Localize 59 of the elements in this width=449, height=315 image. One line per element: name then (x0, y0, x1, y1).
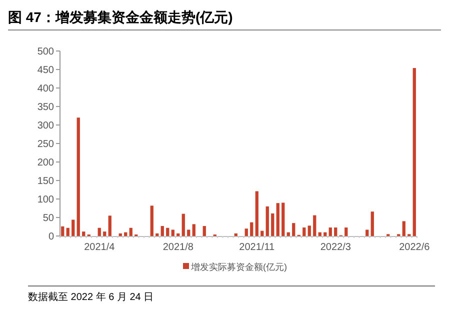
text: 数据截至 2022 年 6 月 24 日 (28, 291, 154, 303)
bar (244, 228, 248, 236)
bar (160, 226, 164, 236)
bar (260, 230, 264, 236)
bar (66, 228, 70, 236)
bar (313, 215, 316, 236)
bar (292, 223, 296, 236)
bar (202, 226, 206, 236)
x-tick-label: 2021/4 (84, 242, 116, 253)
bar (182, 214, 185, 236)
y-tick-label: 350 (37, 102, 54, 113)
y-tick-label: 500 (37, 46, 54, 58)
bar (171, 230, 174, 236)
y-tick-label: 150 (37, 176, 54, 187)
bar (118, 233, 122, 236)
y-tick-label: 400 (37, 84, 54, 94)
x-tick-label: 2022/3 (320, 242, 352, 253)
x-tick-label: 2022/6 (399, 242, 430, 253)
bar (234, 233, 238, 236)
y-tick-label: 250 (37, 139, 54, 150)
bar (176, 233, 180, 236)
bar (334, 227, 338, 236)
bar (82, 232, 86, 236)
bar (103, 232, 106, 236)
bar (328, 227, 332, 236)
y-tick-label: 0 (48, 232, 54, 242)
bar (98, 228, 101, 236)
y-tick-label: 300 (37, 120, 54, 132)
bar (266, 206, 269, 236)
chart-title: 图 47：增发募集资金金额走势(亿元) (8, 9, 233, 25)
x-tick-label: 2021/8 (162, 242, 194, 253)
bar (192, 224, 196, 236)
bar (166, 228, 170, 236)
bar (76, 118, 80, 236)
bar (271, 213, 274, 236)
bar (276, 203, 280, 236)
y-tick-label: 200 (37, 158, 54, 168)
bar (187, 230, 190, 236)
bar (72, 220, 75, 236)
bar (156, 233, 159, 236)
bar (129, 228, 132, 236)
bar (282, 202, 285, 236)
bar (255, 191, 258, 236)
x-tick-label: 2021/11 (239, 242, 276, 253)
bar (302, 227, 306, 236)
y-tick-label: 50 (42, 213, 54, 224)
bar (344, 227, 348, 236)
bar (108, 216, 112, 236)
y-tick-label: 450 (37, 65, 54, 76)
y-tick-label: 100 (37, 194, 54, 206)
bar (308, 226, 311, 236)
bar (402, 221, 406, 236)
bar (366, 230, 369, 236)
bar (370, 212, 374, 236)
bar (250, 222, 254, 236)
bar (61, 226, 64, 236)
bar (150, 206, 154, 236)
bar (412, 68, 416, 236)
legend-label: 增发实际募资金额(亿元) (190, 262, 287, 272)
